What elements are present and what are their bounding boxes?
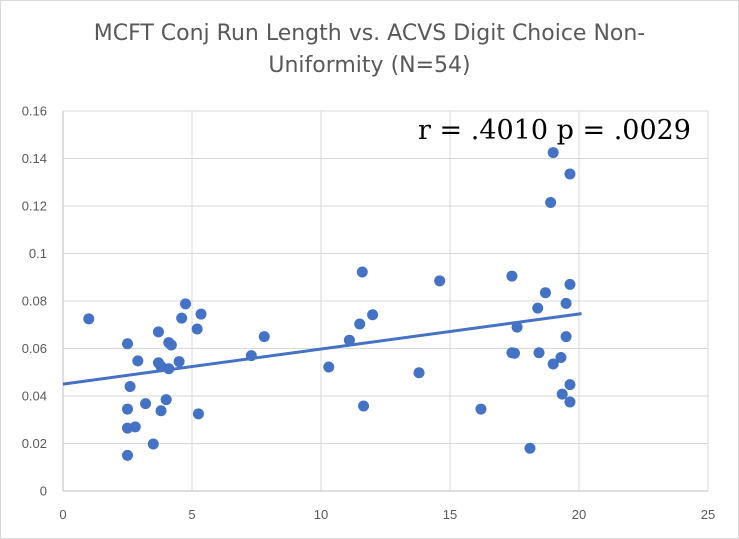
data-point xyxy=(176,312,188,324)
data-point xyxy=(434,275,446,287)
data-point xyxy=(122,449,133,461)
x-tick-label: 20 xyxy=(572,507,586,522)
y-tick-label: 0.14 xyxy=(22,151,47,166)
data-point xyxy=(564,278,576,290)
data-point xyxy=(323,361,335,373)
data-point xyxy=(191,323,203,335)
data-point xyxy=(155,405,167,417)
y-tick-label: 0.04 xyxy=(22,389,47,404)
y-tick-label: 0.02 xyxy=(22,436,47,451)
data-point xyxy=(564,379,576,391)
y-tick-label: 0 xyxy=(40,484,47,499)
data-point xyxy=(122,403,133,415)
y-tick-label: 0.12 xyxy=(22,199,47,214)
data-point xyxy=(129,421,141,433)
chart-title-line-2: Uniformity (N=54) xyxy=(268,53,471,78)
data-point xyxy=(367,309,379,321)
correlation-annotation: r = .4010 p = .0029 xyxy=(418,115,691,146)
data-point xyxy=(358,400,370,412)
data-point xyxy=(180,298,192,310)
x-tick-label: 10 xyxy=(314,507,328,522)
y-tick-label: 0.08 xyxy=(22,294,47,309)
data-point xyxy=(192,408,204,420)
data-point xyxy=(147,438,159,450)
chart-title: MCFT Conj Run Length vs. ACVS Digit Choi… xyxy=(0,18,739,82)
data-point xyxy=(506,270,518,282)
data-point xyxy=(165,339,177,351)
data-point xyxy=(560,297,572,309)
data-point xyxy=(560,331,572,343)
data-point xyxy=(173,356,185,368)
data-point xyxy=(556,388,568,400)
data-point xyxy=(547,358,559,370)
data-point xyxy=(140,398,152,410)
data-point xyxy=(195,308,207,320)
x-tick-label: 25 xyxy=(701,507,715,522)
data-point xyxy=(564,396,576,408)
data-point xyxy=(413,367,425,379)
data-point xyxy=(532,302,544,314)
data-point xyxy=(83,313,95,325)
trendline xyxy=(62,312,582,386)
chart-title-line-1: MCFT Conj Run Length vs. ACVS Digit Choi… xyxy=(93,21,646,46)
data-point xyxy=(354,318,366,330)
data-point xyxy=(132,355,144,367)
data-point xyxy=(122,338,133,350)
y-tick-label: 0.06 xyxy=(22,341,47,356)
data-point xyxy=(533,347,545,359)
data-point xyxy=(258,331,270,343)
data-point xyxy=(511,321,523,333)
data-point xyxy=(475,403,487,415)
data-point xyxy=(524,442,536,454)
y-tick-label: 0.16 xyxy=(22,104,47,119)
data-point xyxy=(356,266,368,278)
x-tick-label: 5 xyxy=(188,507,195,522)
data-point xyxy=(564,168,576,180)
data-point xyxy=(555,352,567,364)
data-point xyxy=(343,334,355,346)
data-point xyxy=(539,287,551,299)
data-point xyxy=(124,381,136,392)
data-point xyxy=(152,326,164,338)
x-tick-label: 15 xyxy=(443,507,457,522)
data-point xyxy=(545,196,557,208)
x-tick-label: 0 xyxy=(59,507,66,522)
data-point xyxy=(160,394,172,406)
y-tick-label: 0.1 xyxy=(29,246,47,261)
data-point xyxy=(509,347,520,359)
data-point xyxy=(547,147,559,159)
